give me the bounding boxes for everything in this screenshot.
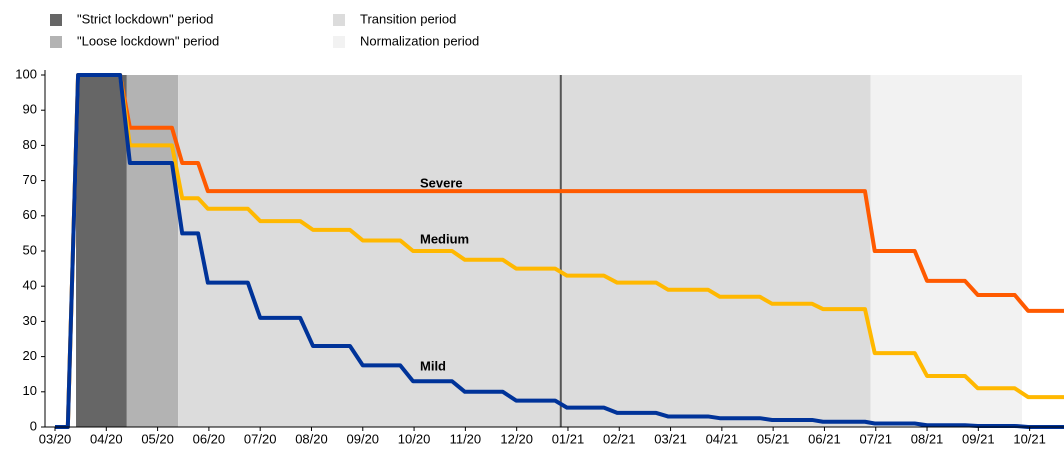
period-band bbox=[178, 75, 871, 427]
series-label: Mild bbox=[420, 358, 446, 373]
plot-area bbox=[55, 73, 1064, 429]
x-tick-label: 11/20 bbox=[450, 431, 482, 446]
y-tick-label: 60 bbox=[23, 207, 37, 222]
y-tick-label: 100 bbox=[15, 66, 37, 81]
series-line bbox=[55, 73, 1064, 429]
series-label: Severe bbox=[420, 175, 463, 190]
y-tick-label: 30 bbox=[23, 313, 37, 328]
x-tick-label: 06/21 bbox=[808, 431, 841, 446]
period-band bbox=[76, 75, 127, 427]
y-tick-label: 50 bbox=[23, 242, 37, 257]
x-tick-label: 04/20 bbox=[90, 431, 123, 446]
period-band bbox=[126, 75, 179, 427]
y-tick-label: 10 bbox=[23, 383, 37, 398]
y-tick-label: 20 bbox=[23, 348, 37, 363]
x-tick-label: 08/20 bbox=[295, 431, 328, 446]
legend-label: Normalization period bbox=[360, 33, 479, 48]
x-tick-label: 09/20 bbox=[347, 431, 380, 446]
x-tick-label: 05/21 bbox=[757, 431, 790, 446]
x-tick-label: 12/20 bbox=[500, 431, 533, 446]
y-tick-label: 70 bbox=[23, 172, 37, 187]
legend-swatch bbox=[50, 14, 62, 26]
y-tick-label: 80 bbox=[23, 137, 37, 152]
series-line bbox=[55, 73, 1064, 429]
x-tick-label: 01/21 bbox=[552, 431, 585, 446]
x-tick-label: 10/20 bbox=[398, 431, 431, 446]
x-tick-label: 03/20 bbox=[39, 431, 72, 446]
legend-swatch bbox=[333, 36, 345, 48]
x-tick-label: 06/20 bbox=[193, 431, 226, 446]
x-tick-label: 03/21 bbox=[654, 431, 687, 446]
x-tick-label: 08/21 bbox=[911, 431, 944, 446]
y-tick-label: 0 bbox=[30, 418, 37, 433]
legend-label: "Loose lockdown" period bbox=[77, 33, 219, 48]
legend-label: "Strict lockdown" period bbox=[77, 11, 213, 26]
legend-label: Transition period bbox=[360, 11, 456, 26]
legend-swatch bbox=[333, 14, 345, 26]
x-tick-label: 10/21 bbox=[1013, 431, 1046, 446]
x-tick-label: 02/21 bbox=[603, 431, 636, 446]
x-tick-label: 07/21 bbox=[859, 431, 892, 446]
series-label: Medium bbox=[420, 231, 469, 246]
y-tick-label: 90 bbox=[23, 102, 37, 117]
legend-swatch bbox=[50, 36, 62, 48]
x-tick-label: 05/20 bbox=[141, 431, 174, 446]
y-tick-label: 40 bbox=[23, 278, 37, 293]
series-line bbox=[55, 73, 1064, 429]
x-tick-label: 04/21 bbox=[706, 431, 739, 446]
x-tick-label: 07/20 bbox=[244, 431, 277, 446]
x-tick-label: 09/21 bbox=[962, 431, 995, 446]
